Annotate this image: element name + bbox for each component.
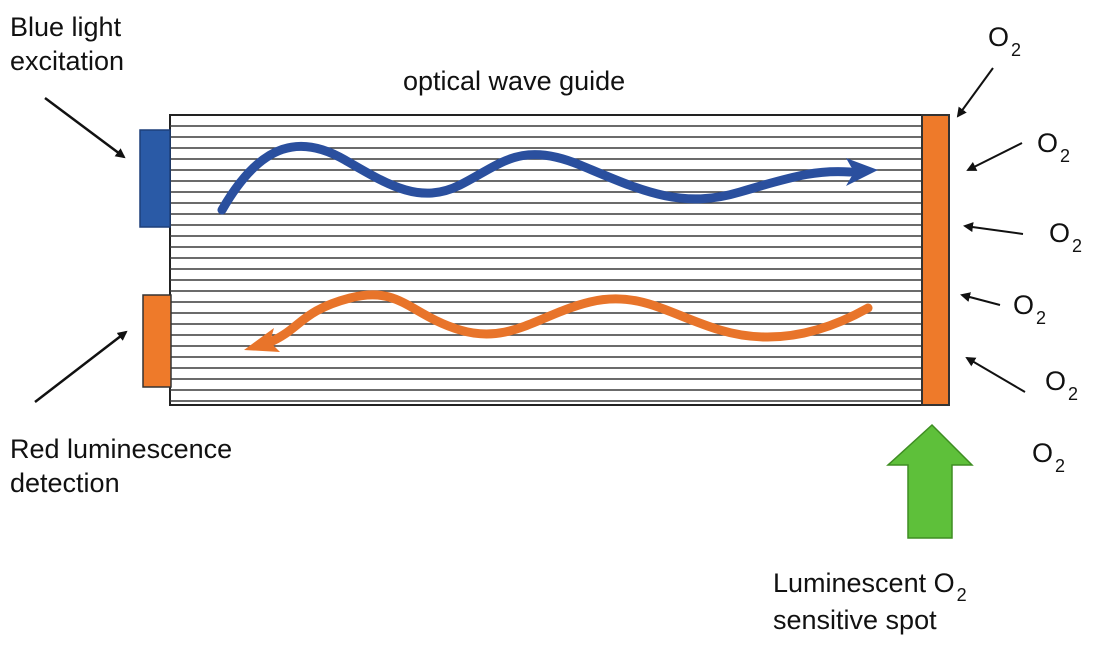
red-label-pointer: [34, 330, 128, 403]
red-detection-label: Red luminescence detection: [10, 434, 233, 498]
optical-waveguide: [169, 114, 923, 406]
blue-excitation-label: Blue light excitation: [10, 12, 125, 76]
sensitive-spot: [921, 114, 950, 406]
o2-pointer-2: [966, 142, 1023, 171]
waveguide-fiber-lines: [170, 125, 922, 402]
o2-pointer-5: [965, 356, 1026, 393]
red-detector: [142, 294, 172, 388]
blue-wave-arrow: [217, 141, 878, 215]
green-up-arrow: [886, 423, 974, 539]
o2-pointer-3: [963, 222, 1024, 235]
o2-pointer-1: [956, 67, 994, 118]
blue-label-pointer: [44, 96, 126, 159]
o2-pointer-4: [960, 292, 1001, 306]
orange-wave-arrow: [244, 290, 873, 352]
blue-light-source: [139, 129, 171, 228]
waveguide-label: optical wave guide: [403, 66, 626, 96]
